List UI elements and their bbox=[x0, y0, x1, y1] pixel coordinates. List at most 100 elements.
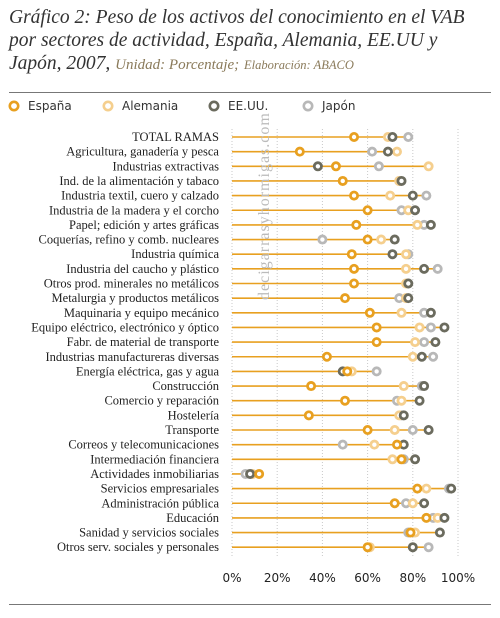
point-eeuu bbox=[439, 512, 450, 523]
point-alemania bbox=[398, 381, 409, 392]
point-espaa bbox=[346, 249, 357, 260]
point-eeuu bbox=[403, 293, 414, 304]
point-eeuu bbox=[312, 161, 323, 172]
point-espaa bbox=[362, 234, 373, 245]
category-label: Industria del caucho y plástico bbox=[66, 262, 219, 276]
watermark: decigarrasyhormigas.com bbox=[256, 112, 273, 300]
point-eeuu bbox=[387, 249, 398, 260]
category-label: Energía eléctrica, gas y agua bbox=[76, 364, 220, 378]
point-alemania bbox=[396, 307, 407, 318]
legend-label-2: EE.UU. bbox=[228, 99, 268, 113]
point-espaa bbox=[412, 483, 423, 494]
point-eeuu bbox=[407, 542, 418, 553]
point-japn bbox=[337, 439, 348, 450]
point-espaa bbox=[364, 307, 375, 318]
point-eeuu bbox=[398, 410, 409, 421]
point-eeuu bbox=[439, 322, 450, 333]
point-eeuu bbox=[245, 468, 256, 479]
category-label: Actividades inmobiliarias bbox=[90, 467, 219, 481]
point-eeuu bbox=[425, 219, 436, 230]
category-label: Coquerías, refino y comb. nucleares bbox=[39, 233, 220, 247]
point-alemania bbox=[369, 439, 380, 450]
point-japn bbox=[425, 322, 436, 333]
point-alemania bbox=[407, 351, 418, 362]
point-espaa bbox=[349, 190, 360, 201]
category-label: Administración pública bbox=[101, 496, 219, 510]
x-tick-label: 80% bbox=[399, 571, 426, 585]
point-alemania bbox=[385, 190, 396, 201]
point-eeuu bbox=[414, 395, 425, 406]
legend-label-0: España bbox=[28, 99, 72, 113]
point-espaa bbox=[389, 498, 400, 509]
x-tick-label: 40% bbox=[309, 571, 336, 585]
point-alemania bbox=[376, 234, 387, 245]
legend-marker-2 bbox=[208, 100, 220, 112]
point-eeuu bbox=[407, 190, 418, 201]
category-label: Comercio y reparación bbox=[104, 394, 219, 408]
point-espaa bbox=[294, 146, 305, 157]
point-espaa bbox=[362, 205, 373, 216]
point-espaa bbox=[371, 322, 382, 333]
point-eeuu bbox=[423, 424, 434, 435]
point-japn bbox=[403, 131, 414, 142]
point-japn bbox=[317, 234, 328, 245]
point-japn bbox=[371, 366, 382, 377]
point-espaa bbox=[421, 512, 432, 523]
point-eeuu bbox=[410, 205, 421, 216]
point-espaa bbox=[339, 293, 350, 304]
category-label: Transporte bbox=[165, 423, 219, 437]
bottom-rule bbox=[9, 604, 491, 605]
point-japn bbox=[373, 161, 384, 172]
category-label: Industrias extractivas bbox=[112, 159, 219, 173]
point-espaa bbox=[405, 527, 416, 538]
legend-label-3: Japón bbox=[321, 99, 355, 113]
point-alemania bbox=[407, 498, 418, 509]
point-espaa bbox=[337, 175, 348, 186]
category-label: Industria textil, cuero y calzado bbox=[61, 189, 219, 203]
point-espaa bbox=[349, 263, 360, 274]
point-alemania bbox=[389, 424, 400, 435]
x-tick-label: 60% bbox=[354, 571, 381, 585]
category-label: Papel; edición y artes gráficas bbox=[69, 218, 219, 232]
point-alemania bbox=[391, 146, 402, 157]
point-espaa bbox=[391, 439, 402, 450]
point-eeuu bbox=[410, 454, 421, 465]
point-alemania bbox=[401, 263, 412, 274]
point-alemania bbox=[414, 322, 425, 333]
point-eeuu bbox=[419, 381, 430, 392]
category-label: Sanidad y servicios sociales bbox=[79, 526, 219, 540]
category-label: Educación bbox=[166, 511, 220, 525]
point-japn bbox=[367, 146, 378, 157]
category-label: Fabr. de material de transporte bbox=[67, 335, 220, 349]
point-eeuu bbox=[446, 483, 457, 494]
category-label: Industria química bbox=[131, 247, 219, 261]
x-tick-label: 0% bbox=[222, 571, 241, 585]
point-espaa bbox=[321, 351, 332, 362]
point-eeuu bbox=[382, 146, 393, 157]
point-alemania bbox=[410, 337, 421, 348]
point-espaa bbox=[254, 468, 265, 479]
point-alemania bbox=[387, 454, 398, 465]
legend-marker-0 bbox=[8, 100, 20, 112]
point-eeuu bbox=[419, 498, 430, 509]
point-espaa bbox=[362, 424, 373, 435]
point-eeuu bbox=[430, 337, 441, 348]
point-espaa bbox=[303, 410, 314, 421]
title-main: Gráfico 2: Peso de los activos del conoc… bbox=[9, 7, 465, 74]
point-espaa bbox=[349, 278, 360, 289]
point-alemania bbox=[412, 219, 423, 230]
point-eeuu bbox=[425, 307, 436, 318]
category-label: Equipo eléctrico, electrónico y óptico bbox=[31, 320, 219, 334]
point-japn bbox=[421, 190, 432, 201]
point-alemania bbox=[423, 161, 434, 172]
x-tick-label: 100% bbox=[441, 571, 475, 585]
category-label: Construcción bbox=[152, 379, 219, 393]
point-eeuu bbox=[416, 351, 427, 362]
chart-title: Gráfico 2: Peso de los activos del conoc… bbox=[9, 6, 493, 77]
category-label: Correos y telecomunicaciones bbox=[68, 438, 219, 452]
point-eeuu bbox=[387, 131, 398, 142]
legend-label-1: Alemania bbox=[122, 99, 178, 113]
point-espaa bbox=[306, 381, 317, 392]
